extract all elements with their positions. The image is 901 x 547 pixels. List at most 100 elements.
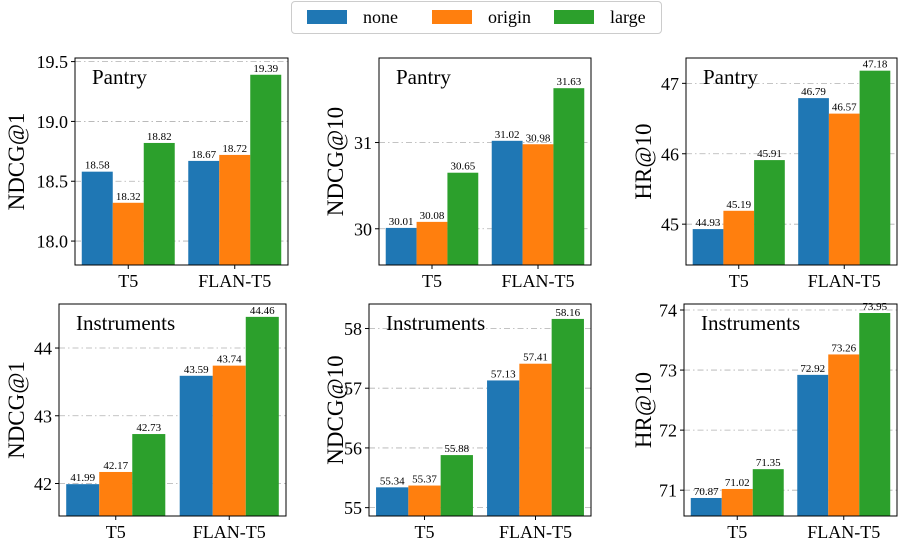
bar-none-flan-t5 xyxy=(798,98,829,265)
chart-panel-3: 44.93 45.19 45.91 T5 46.79 46.57 47.18 FLAN-T5 4… xyxy=(631,57,898,291)
bar-origin-flan-t5 xyxy=(219,154,251,265)
y-axis-label: NDCG@10 xyxy=(323,107,348,216)
y-axis-label: HR@10 xyxy=(631,372,656,448)
x-tick-label: FLAN-T5 xyxy=(193,522,266,542)
data-label: 73.95 xyxy=(862,301,887,313)
legend-swatch-large xyxy=(554,10,594,24)
data-label: 47.18 xyxy=(863,59,888,71)
dataset-label: Pantry xyxy=(92,65,147,89)
bar-none-t5 xyxy=(385,227,417,265)
y-axis-label: NDCG@1 xyxy=(4,361,29,459)
data-label: 30.65 xyxy=(450,161,475,173)
bar-none-t5 xyxy=(692,229,724,265)
bar-origin-flan-t5 xyxy=(828,113,860,265)
y-tick-label: 42 xyxy=(34,474,52,494)
data-label: 71.35 xyxy=(756,457,781,469)
x-tick-label: T5 xyxy=(118,271,138,291)
data-label: 55.37 xyxy=(412,474,437,486)
y-tick-label: 31 xyxy=(354,133,372,153)
dataset-label: Instruments xyxy=(386,311,485,335)
bar-none-flan-t5 xyxy=(797,374,829,516)
y-tick-label: 44 xyxy=(34,339,52,359)
axes-frame xyxy=(74,57,289,266)
chart-panel-2: 30.01 30.08 30.65 T5 31.02 30.98 31.63 FLAN-T5 3… xyxy=(323,57,592,291)
chart-panel-1: 18.58 18.32 18.82 T5 18.67 18.72 19.39 FLAN-T5 1… xyxy=(4,52,289,291)
dataset-label: Instruments xyxy=(76,311,175,335)
y-tick-label: 18.5 xyxy=(37,172,69,192)
x-tick-label: FLAN-T5 xyxy=(198,271,271,291)
data-label: 18.72 xyxy=(222,143,247,155)
x-tick-label: FLAN-T5 xyxy=(502,271,575,291)
bar-none-t5 xyxy=(376,487,409,516)
x-tick-label: T5 xyxy=(729,271,749,291)
data-label: 45.91 xyxy=(757,148,782,160)
data-label: 43.59 xyxy=(184,364,209,376)
x-tick-label: FLAN-T5 xyxy=(499,522,572,542)
y-axis-label: NDCG@10 xyxy=(323,355,348,464)
bar-large-t5 xyxy=(754,160,785,265)
bar-origin-t5 xyxy=(723,210,755,265)
data-label: 57.13 xyxy=(491,368,516,380)
data-label: 46.57 xyxy=(832,102,857,114)
data-label: 46.79 xyxy=(801,86,826,98)
legend-swatch-origin xyxy=(432,10,472,24)
bar-none-flan-t5 xyxy=(491,140,523,265)
data-label: 44.93 xyxy=(696,217,721,229)
data-label: 31.02 xyxy=(495,129,520,141)
bar-large-flan-t5 xyxy=(859,313,891,516)
axes-frame xyxy=(58,303,287,517)
bar-origin-t5 xyxy=(112,202,144,265)
data-label: 44.46 xyxy=(250,305,275,317)
data-label: 55.88 xyxy=(444,443,469,455)
chart-panel-5: 55.34 55.37 55.88 T5 57.13 57.41 58.16 FLAN-T5 5… xyxy=(323,303,592,542)
y-tick-label: 57 xyxy=(344,379,362,399)
bar-origin-flan-t5 xyxy=(212,365,246,516)
bar-large-t5 xyxy=(447,172,479,265)
x-tick-label: T5 xyxy=(106,522,126,542)
x-tick-label: FLAN-T5 xyxy=(807,522,880,542)
bar-origin-flan-t5 xyxy=(519,363,552,516)
y-tick-label: 74 xyxy=(659,301,677,321)
bar-large-t5 xyxy=(143,142,175,265)
y-tick-label: 46 xyxy=(661,144,679,164)
bar-none-t5 xyxy=(690,497,722,516)
y-tick-label: 43 xyxy=(34,406,52,426)
bar-large-t5 xyxy=(132,434,166,516)
data-label: 70.87 xyxy=(694,486,719,498)
bar-large-t5 xyxy=(752,469,784,516)
y-axis-label: NDCG@1 xyxy=(4,113,29,211)
bar-large-flan-t5 xyxy=(859,70,891,266)
dataset-label: Pantry xyxy=(396,65,451,89)
data-label: 30.01 xyxy=(389,216,414,228)
bar-large-flan-t5 xyxy=(553,88,585,265)
y-tick-label: 30 xyxy=(354,219,372,239)
data-label: 41.99 xyxy=(70,472,95,484)
bar-origin-t5 xyxy=(99,471,133,516)
axes-frame xyxy=(685,57,898,266)
data-label: 31.63 xyxy=(556,76,581,88)
bar-none-t5 xyxy=(81,171,113,265)
y-tick-label: 58 xyxy=(344,319,362,339)
y-tick-label: 47 xyxy=(661,74,679,94)
bar-large-flan-t5 xyxy=(245,316,279,516)
y-tick-label: 45 xyxy=(661,215,679,235)
data-label: 43.74 xyxy=(217,354,242,366)
chart-panel-4: 41.99 42.17 42.73 T5 43.59 43.74 44.46 FLAN-T5 4… xyxy=(4,303,287,542)
x-tick-label: T5 xyxy=(422,271,442,291)
bar-origin-flan-t5 xyxy=(522,144,554,265)
bar-large-flan-t5 xyxy=(551,318,584,516)
data-label: 71.02 xyxy=(725,477,750,489)
data-label: 73.26 xyxy=(831,342,856,354)
data-label: 58.16 xyxy=(555,307,580,319)
legend-swatch-none xyxy=(307,10,347,24)
y-tick-label: 71 xyxy=(659,481,677,501)
y-axis-label: HR@10 xyxy=(631,123,656,199)
y-tick-label: 72 xyxy=(659,421,677,441)
chart-panel-6: 70.87 71.02 71.35 T5 72.92 73.26 73.95 FLAN-T5 7… xyxy=(631,301,898,542)
data-label: 72.92 xyxy=(800,363,825,375)
x-tick-label: T5 xyxy=(415,522,435,542)
legend-label-origin: origin xyxy=(488,7,531,27)
bar-origin-t5 xyxy=(721,488,753,516)
data-label: 18.67 xyxy=(191,149,216,161)
